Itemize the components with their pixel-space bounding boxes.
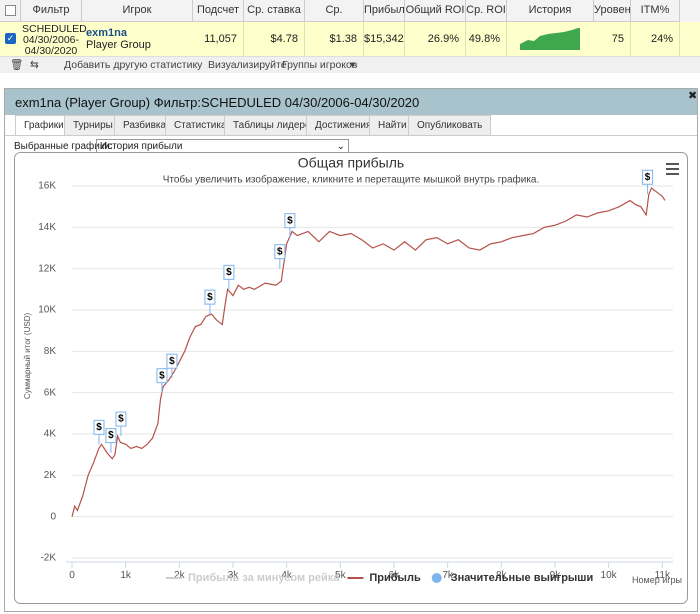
player-group: Player Group (86, 39, 151, 51)
x-tick-label: 9k (550, 570, 562, 581)
cell: 26.9% (405, 22, 466, 56)
flag-symbol: $ (277, 246, 283, 257)
chart-title: Общая прибыль (298, 155, 404, 171)
big-win-flag (284, 213, 296, 229)
header[interactable]: Ср. прибыль (305, 0, 364, 37)
big-win-flag (93, 419, 105, 435)
big-win-flag (105, 428, 117, 444)
y-tick-label: 8K (44, 346, 57, 357)
x-tick-label: 2k (174, 570, 186, 581)
header[interactable]: Игрок (82, 0, 193, 22)
x-axis-label: Номер игры (632, 575, 682, 585)
y-tick-label: 12K (38, 263, 56, 274)
x-tick-label: 7k (442, 570, 454, 581)
close[interactable]: ✖ (688, 90, 698, 102)
toolbar-item[interactable]: Добавить другую статистику (64, 59, 203, 71)
flag-symbol: $ (169, 356, 175, 367)
toolbar-item[interactable]: Группы игроков (282, 59, 358, 71)
player-link[interactable]: exm1na (86, 27, 127, 39)
tab[interactable]: Опубликовать (408, 115, 492, 135)
x-tick-label: 4k (281, 570, 293, 581)
header[interactable]: Подсчет (193, 0, 244, 22)
cell: 75 (594, 22, 631, 56)
cell: $4.78 (244, 22, 305, 56)
legend-symbol (431, 573, 442, 583)
x-tick-label: 5k (335, 570, 347, 581)
flag-symbol: $ (118, 414, 124, 425)
menu[interactable] (666, 163, 679, 175)
x-tick-label: 10k (601, 570, 618, 581)
header[interactable]: Прибыль (364, 0, 411, 22)
cell: $15,342 (364, 22, 405, 56)
legend-item[interactable]: Прибыль (369, 572, 421, 584)
header[interactable]: Ср. ROI (466, 0, 507, 22)
header[interactable]: Уровен (594, 0, 631, 22)
header[interactable]: ITM% (631, 0, 680, 22)
chart-subtitle: Чтобы увеличить изображение, кликните и … (163, 174, 540, 186)
big-win-flag (166, 353, 178, 369)
flag-symbol: $ (96, 422, 102, 433)
select-label: Выбранные графики: (14, 141, 113, 152)
cell: 11,057 (193, 22, 244, 56)
flag-symbol: $ (645, 172, 651, 183)
x-tick-label: 0 (69, 570, 75, 581)
cell: 49.8% (466, 22, 507, 56)
panel-header (5, 89, 697, 115)
flag-symbol: $ (108, 430, 114, 441)
x-tick-label: 6k (389, 570, 401, 581)
flag-symbol: $ (287, 215, 293, 226)
sparkline (520, 28, 580, 50)
big-win-flag (156, 368, 168, 384)
profit-line (71, 187, 666, 517)
x-tick-label: 3k (228, 570, 240, 581)
flag-symbol: $ (207, 292, 213, 303)
icon[interactable]: 🗑 (10, 59, 24, 71)
cell: $1.38 (305, 22, 364, 56)
toolbar: 🗑 ⇆ Добавить другую статистику Визуализир… (0, 57, 700, 73)
big-win-flag (204, 289, 216, 305)
legend-item[interactable]: Прибыль за минусом рейка (188, 572, 340, 584)
filter-cell: SCHEDULED 04/30/2006-04/30/2020 (22, 23, 87, 57)
x-tick-label: 8k (496, 570, 508, 581)
header[interactable]: Ср. ставка (244, 0, 305, 22)
select-value: История прибыли (100, 141, 183, 152)
flag-symbol: $ (226, 267, 232, 278)
y-axis-label: Суммарный итог (USD) (23, 313, 32, 400)
checkbox-head[interactable] (0, 0, 21, 22)
big-win-flag (115, 411, 127, 427)
big-win-flag (274, 244, 286, 260)
y-tick-label: 4K (44, 429, 57, 440)
y-tick-label: 16K (38, 181, 56, 192)
y-tick-label: 14K (38, 222, 56, 233)
y-tick-label: 6K (44, 387, 57, 398)
panel-title: exm1na (Player Group) Фильтр:SCHEDULED 0… (15, 95, 420, 110)
big-win-flag (642, 169, 654, 185)
x-tick-label: 11k (655, 570, 671, 581)
big-win-flag (223, 264, 235, 280)
toolbar-item[interactable]: Визуализируйте (208, 59, 287, 71)
icon: ▾ (350, 59, 356, 71)
legend-item[interactable]: Значительные выигрыши (451, 572, 594, 584)
x-tick-label: 1k (120, 570, 132, 581)
flag-symbol: $ (159, 370, 165, 381)
y-tick-label: 2K (44, 470, 57, 481)
header[interactable]: История прибыли (507, 0, 594, 37)
icon[interactable]: ⇆ (30, 59, 39, 71)
y-tick-label: -2K (40, 553, 56, 564)
y-tick-label: 10K (38, 305, 56, 316)
checkbox[interactable]: ✓ (5, 33, 16, 44)
table-header: Фильтр Игрок Подсчет Ср. ставка Ср. приб… (0, 0, 700, 37)
y-tick-label: 0 (50, 511, 56, 522)
chart: Общая прибыль Чтобы увеличить изображени… (14, 152, 688, 604)
cell: 24% (631, 22, 680, 56)
header[interactable]: Фильтр (21, 0, 82, 22)
header[interactable]: Общий ROI (405, 0, 466, 22)
